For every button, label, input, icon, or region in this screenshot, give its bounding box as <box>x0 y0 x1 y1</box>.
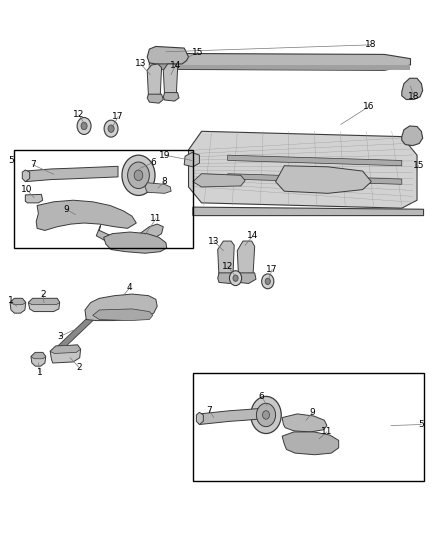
Polygon shape <box>237 241 254 280</box>
Text: 9: 9 <box>310 408 315 417</box>
Polygon shape <box>28 298 60 312</box>
Polygon shape <box>96 224 163 243</box>
Circle shape <box>256 403 276 426</box>
Text: 13: 13 <box>208 237 219 246</box>
Text: 2: 2 <box>40 289 46 298</box>
Polygon shape <box>36 200 136 230</box>
Polygon shape <box>276 166 371 193</box>
Polygon shape <box>282 432 339 455</box>
Text: 12: 12 <box>73 110 85 119</box>
Text: 11: 11 <box>150 214 162 223</box>
Circle shape <box>122 155 155 196</box>
Circle shape <box>233 275 238 281</box>
Text: 9: 9 <box>63 205 69 214</box>
Text: 3: 3 <box>57 332 63 341</box>
Text: 16: 16 <box>364 102 375 111</box>
Polygon shape <box>50 345 81 353</box>
Polygon shape <box>10 298 26 305</box>
Text: 17: 17 <box>266 265 278 274</box>
Polygon shape <box>10 298 26 313</box>
Circle shape <box>77 117 91 134</box>
Polygon shape <box>402 126 423 146</box>
Polygon shape <box>228 155 402 166</box>
Polygon shape <box>184 152 199 167</box>
Polygon shape <box>85 294 157 320</box>
Circle shape <box>134 170 143 181</box>
Text: 10: 10 <box>21 185 32 194</box>
Text: 15: 15 <box>413 161 424 170</box>
Polygon shape <box>25 195 43 203</box>
Polygon shape <box>149 65 410 70</box>
Text: 8: 8 <box>162 177 167 186</box>
Polygon shape <box>163 64 178 98</box>
Polygon shape <box>237 273 256 284</box>
Polygon shape <box>31 352 46 366</box>
Text: 18: 18 <box>408 92 420 101</box>
Polygon shape <box>147 94 163 103</box>
Polygon shape <box>50 345 81 363</box>
Text: 15: 15 <box>192 48 204 57</box>
Text: 4: 4 <box>127 283 133 292</box>
Polygon shape <box>57 311 98 352</box>
Text: 14: 14 <box>170 61 181 69</box>
Bar <box>14 150 193 248</box>
Polygon shape <box>218 241 234 280</box>
Circle shape <box>265 278 270 285</box>
Polygon shape <box>22 170 30 182</box>
Circle shape <box>81 122 87 130</box>
Text: 11: 11 <box>321 427 333 437</box>
Circle shape <box>230 271 242 286</box>
Text: 18: 18 <box>365 41 376 50</box>
Circle shape <box>127 162 149 189</box>
Text: 13: 13 <box>135 60 146 68</box>
Polygon shape <box>149 53 410 70</box>
Circle shape <box>108 125 114 132</box>
Text: 19: 19 <box>159 151 170 160</box>
Circle shape <box>262 411 269 419</box>
Bar <box>193 373 424 481</box>
Polygon shape <box>199 409 258 424</box>
Text: 17: 17 <box>112 112 124 122</box>
Text: 7: 7 <box>30 160 35 169</box>
Polygon shape <box>196 413 203 424</box>
Polygon shape <box>193 174 245 187</box>
Text: 1: 1 <box>8 296 14 305</box>
Polygon shape <box>31 352 46 359</box>
Polygon shape <box>282 414 327 432</box>
Polygon shape <box>147 46 188 64</box>
Polygon shape <box>93 309 153 320</box>
Text: 12: 12 <box>222 262 233 271</box>
Polygon shape <box>25 166 118 182</box>
Polygon shape <box>163 93 179 101</box>
Circle shape <box>251 397 281 433</box>
Text: 6: 6 <box>259 392 265 401</box>
Text: 2: 2 <box>76 363 81 372</box>
Text: 1: 1 <box>37 368 42 377</box>
Polygon shape <box>104 232 167 253</box>
Polygon shape <box>147 64 162 100</box>
Text: 5: 5 <box>418 420 424 429</box>
Text: 7: 7 <box>207 406 212 415</box>
Text: 6: 6 <box>150 158 156 167</box>
Polygon shape <box>218 273 236 284</box>
Polygon shape <box>145 183 171 193</box>
Polygon shape <box>402 78 423 100</box>
Polygon shape <box>28 298 60 305</box>
Polygon shape <box>188 131 417 208</box>
Polygon shape <box>193 207 424 216</box>
Circle shape <box>261 274 274 289</box>
Polygon shape <box>228 174 402 184</box>
Text: 14: 14 <box>247 231 258 240</box>
Circle shape <box>104 120 118 137</box>
Text: 5: 5 <box>8 156 14 165</box>
